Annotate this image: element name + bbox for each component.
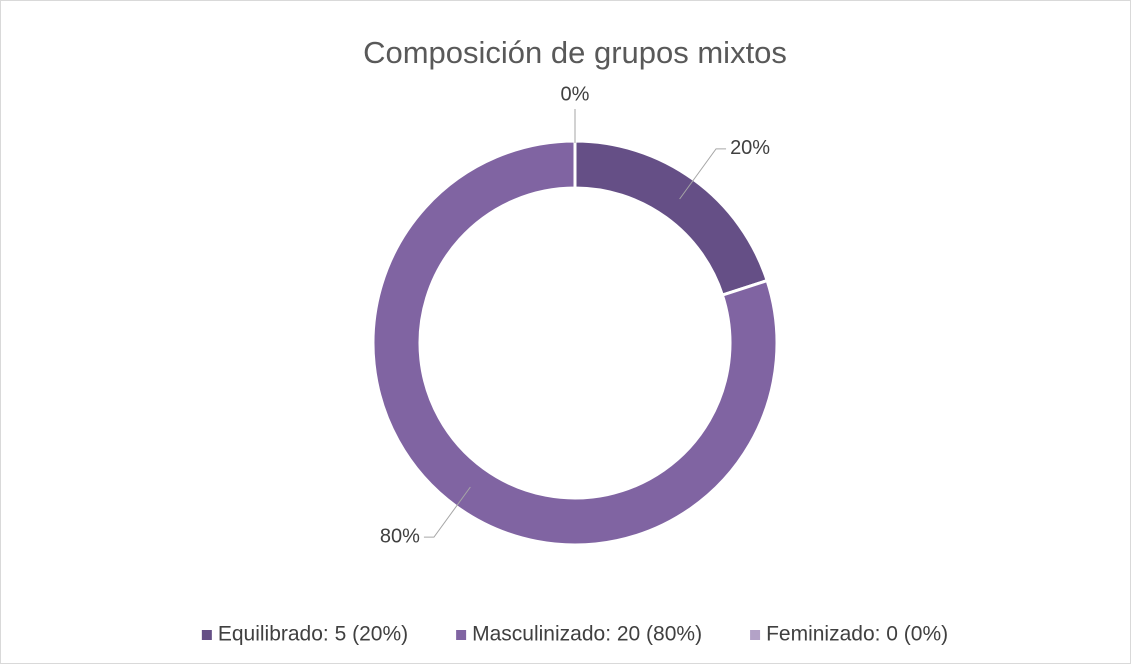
data-label: 80% xyxy=(380,525,420,547)
leader-line xyxy=(679,148,727,200)
legend-swatch xyxy=(750,630,761,640)
donut-slice xyxy=(371,139,779,547)
chart-title: Composición de grupos mixtos xyxy=(363,35,787,70)
legend-swatch xyxy=(456,630,467,640)
legend-label: Equilibrado: 5 (20%) xyxy=(218,623,408,646)
legend-label: Masculinizado: 20 (80%) xyxy=(472,623,702,646)
data-label: 0% xyxy=(561,83,590,105)
leader-line xyxy=(423,486,471,538)
data-label: 20% xyxy=(730,137,770,159)
legend-swatch xyxy=(201,630,212,640)
legend-label: Feminizado: 0 (0%) xyxy=(766,623,948,646)
